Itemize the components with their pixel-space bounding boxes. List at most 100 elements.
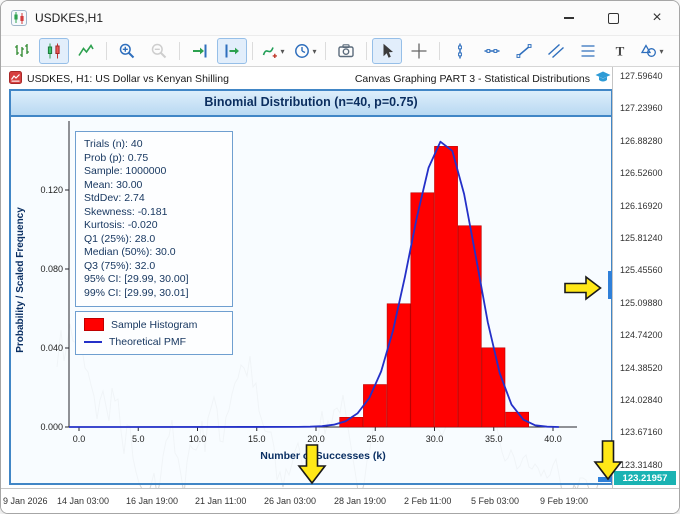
stat-line: StdDev: 2.74 [84,192,145,204]
price-label: 125.09880 [620,297,663,308]
equidistant-channel-button[interactable] [573,38,603,64]
legend-label: Theoretical PMF [109,336,187,348]
chart-area[interactable]: USDKES, H1: US Dollar vs Kenyan Shilling… [1,67,679,513]
price-label: 126.16920 [620,200,663,211]
pointer-icon [378,42,396,60]
timeframes-button[interactable]: ▾ [290,38,320,64]
candlestick-chart-button[interactable] [39,38,69,64]
channel-icon [547,42,565,60]
stat-line: Trials (n): 40 [84,138,143,150]
window-controls: × [547,1,679,35]
close-icon: × [652,9,662,26]
titlebar[interactable]: USDKES,H1 × [1,1,679,35]
zoom-out-icon [150,42,168,60]
bar-chart-button[interactable] [7,38,37,64]
svg-text:35.0: 35.0 [485,434,503,444]
trendline-button[interactable] [509,38,539,64]
horizontal-scroll-thumb[interactable] [598,477,612,482]
chart-script-info: Canvas Graphing PART 3 - Statistical Dis… [355,71,611,87]
histogram-bars [339,146,530,428]
indicators-icon [261,42,279,60]
maximize-button[interactable] [591,1,635,35]
chevron-down-icon: ▾ [312,46,317,56]
price-label: 126.52600 [620,168,663,179]
bar-chart-icon [13,42,31,60]
time-label: 14 Jan 03:00 [57,496,110,506]
line-chart-button[interactable] [71,38,101,64]
text-tool-icon: T [611,42,629,60]
camera-button[interactable] [331,38,361,64]
symbol-chart-icon [9,71,22,87]
price-label: 123.31480 [620,459,663,470]
stats-box: Trials (n): 40 Prob (p): 0.75 Sample: 1000… [75,131,233,307]
auto-scroll-button[interactable] [185,38,215,64]
minimize-button[interactable] [547,1,591,35]
legend-item: Sample Histogram [84,318,224,331]
distribution-panel[interactable]: Binomial Distribution (n=40, p=0.75) 0.0… [9,89,613,485]
crosshair-button[interactable] [404,38,434,64]
vertical-scroll-thumb[interactable] [608,271,612,299]
yellow-down-arrow-right[interactable] [593,439,623,481]
toolbar: ▾ ▾ T ▾ [1,35,679,67]
text-tool-button[interactable]: T [605,38,635,64]
equidistant-channel-icon [579,42,597,60]
channel-button[interactable] [541,38,571,64]
stat-line: 95% CI: [29.99, 30.00] [84,273,189,285]
timeframes-icon [293,42,311,60]
svg-text:10.0: 10.0 [189,434,207,444]
svg-text:0.080: 0.080 [40,264,63,274]
legend-label: Sample Histogram [111,318,198,331]
svg-text:25.0: 25.0 [366,434,384,444]
svg-text:5.0: 5.0 [132,434,145,444]
pointer-button[interactable] [372,38,402,64]
maximize-icon [607,12,619,24]
yellow-right-arrow[interactable] [563,275,603,301]
time-scale[interactable]: 9 Jan 2026 14 Jan 03:00 16 Jan 19:00 21 Jan… [1,488,679,513]
window-title: USDKES,H1 [35,11,104,25]
y-axis-label: Probability / Scaled Frequency [15,207,26,353]
toolbar-separator [325,42,326,60]
pmf-curve [68,140,559,428]
chevron-down-icon: ▾ [659,46,664,56]
auto-scroll-icon [191,42,209,60]
legend-line-swatch [84,341,102,343]
chart-shift-icon [223,42,241,60]
svg-text:0.120: 0.120 [40,185,63,195]
price-label: 123.67160 [620,427,663,438]
shapes-button[interactable]: ▾ [637,38,667,64]
stat-line: Skewness: -0.181 [84,205,168,218]
graduation-cap-icon [595,71,611,87]
zoom-out-button[interactable] [144,38,174,64]
price-label: 126.88280 [620,135,663,146]
toolbar-separator [106,42,107,60]
time-label: 5 Feb 03:00 [471,496,520,506]
time-label: 28 Jan 19:00 [334,496,387,506]
stat-line: Prob (p): 0.75 [84,151,149,164]
indicators-button[interactable]: ▾ [258,38,288,64]
price-label: 125.81240 [620,233,663,243]
current-price-badge: 123.21957 [614,471,676,485]
zoom-in-button[interactable] [112,38,142,64]
chart-symbol-info: USDKES, H1: US Dollar vs Kenyan Shilling [9,71,229,87]
horizontal-line-button[interactable] [477,38,507,64]
stat-line: Q1 (25%): 28.0 [84,232,156,245]
toolbar-separator [252,42,253,60]
minimize-icon [564,17,574,19]
time-label: 21 Jan 11:00 [195,496,247,506]
svg-text:30.0: 30.0 [426,434,444,444]
yellow-down-arrow-center[interactable] [297,443,327,485]
chart-shift-button[interactable] [217,38,247,64]
stat-line: 99% CI: [29.99, 30.01] [84,286,189,299]
price-label: 125.45560 [620,265,663,276]
toolbar-separator [179,42,180,60]
svg-text:15.0: 15.0 [248,434,266,444]
legend: Sample Histogram Theoretical PMF [75,311,233,355]
time-label: 16 Jan 19:00 [126,496,179,506]
time-label: 9 Jan 2026 [3,496,48,506]
stat-line: Mean: 30.00 [84,178,143,191]
price-scale[interactable]: 123.21957 127.59640 127.23960 126.88280 126… [612,67,679,489]
zoom-in-icon [118,42,136,60]
svg-text:20.0: 20.0 [307,434,325,444]
close-button[interactable]: × [635,1,679,35]
vertical-line-button[interactable] [445,38,475,64]
